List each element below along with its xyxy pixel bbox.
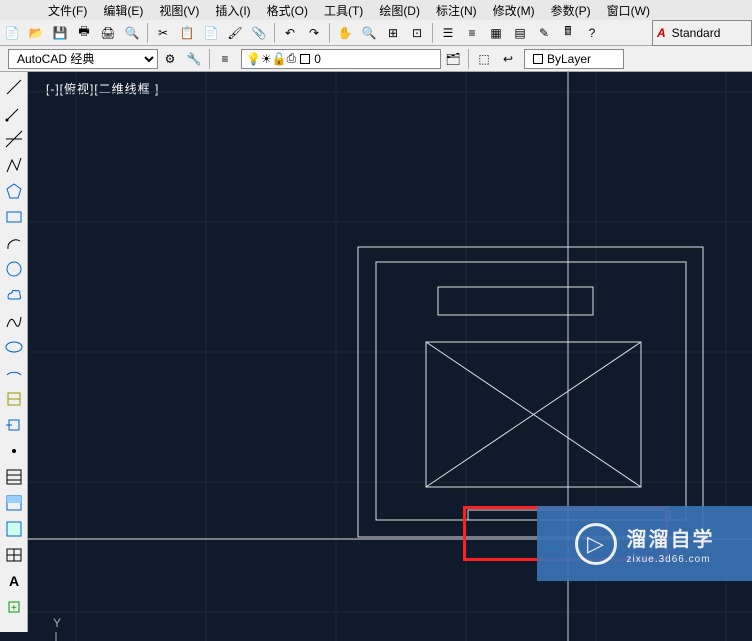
redo-icon[interactable]: ↷: [303, 22, 325, 44]
text-icon[interactable]: A: [2, 569, 26, 593]
workspace-select[interactable]: AutoCAD 经典: [8, 49, 158, 69]
rectangle-icon[interactable]: [2, 205, 26, 229]
svg-text:A: A: [9, 573, 19, 589]
zoomwin-icon[interactable]: ⊞: [382, 22, 404, 44]
sheet-icon[interactable]: ▤: [509, 22, 531, 44]
menu-edit[interactable]: 编辑(E): [95, 0, 151, 21]
copy-icon[interactable]: 📋: [176, 22, 198, 44]
polygon-icon[interactable]: [2, 179, 26, 203]
text-style-panel: A Standard: [652, 20, 752, 46]
menu-modify[interactable]: 修改(M): [485, 0, 543, 21]
addselect-icon[interactable]: +: [2, 595, 26, 619]
ellipsearc-icon[interactable]: [2, 361, 26, 385]
zoomext-icon[interactable]: ⊡: [406, 22, 428, 44]
menu-draw[interactable]: 绘图(D): [371, 0, 428, 21]
saveas-icon[interactable]: 🖶: [73, 22, 95, 44]
layer-mgr-icon[interactable]: ≡: [214, 48, 236, 70]
layer-select[interactable]: 💡 ☀ 🔓 ⎙ 0: [241, 49, 441, 69]
layer-print-icon: ⎙: [287, 51, 297, 66]
save-icon[interactable]: 💾: [49, 22, 71, 44]
xline-icon[interactable]: [2, 127, 26, 151]
layerprev-icon[interactable]: ↩: [497, 48, 519, 70]
separator: [209, 49, 210, 69]
separator: [468, 49, 469, 69]
spline-icon[interactable]: [2, 309, 26, 333]
pan-icon[interactable]: ✋: [334, 22, 356, 44]
menu-dimension[interactable]: 标注(N): [428, 0, 485, 21]
circle-icon[interactable]: [2, 257, 26, 281]
workspace-layer-toolbar: AutoCAD 经典 ⚙ 🔧 ≡ 💡 ☀ 🔓 ⎙ 0 🗂 ⬚ ↩ ByLayer: [0, 46, 752, 72]
ellipse-icon[interactable]: [2, 335, 26, 359]
separator: [274, 23, 275, 43]
block-icon[interactable]: [2, 387, 26, 411]
region-icon[interactable]: [2, 517, 26, 541]
svg-text:Y: Y: [53, 616, 61, 630]
layer-lock-icon: 🔓: [272, 52, 287, 66]
text-style-value[interactable]: Standard: [672, 26, 721, 40]
ws-save-icon[interactable]: 🔧: [183, 48, 205, 70]
print-icon[interactable]: 🖨: [97, 22, 119, 44]
separator: [329, 23, 330, 43]
cut-icon[interactable]: ✂: [152, 22, 174, 44]
layer-name: 0: [314, 52, 321, 66]
point-icon[interactable]: [2, 439, 26, 463]
paste-icon[interactable]: 📄: [200, 22, 222, 44]
arc-icon[interactable]: [2, 231, 26, 255]
dcenter-icon[interactable]: ≡: [461, 22, 483, 44]
svg-text:+: +: [11, 603, 17, 614]
layer-bulb-icon: 💡: [246, 52, 261, 66]
separator: [147, 23, 148, 43]
clip-icon[interactable]: 📎: [248, 22, 270, 44]
menu-parametric[interactable]: 参数(P): [543, 0, 599, 21]
linetype-select[interactable]: ByLayer: [524, 49, 624, 69]
standard-toolbar: 📄 📂 💾 🖶 🖨 🔍 ✂ 📋 📄 🖌 📎 ↶ ↷ ✋ 🔍 ⊞ ⊡ ☰ ≡ ▦ …: [0, 20, 752, 46]
watermark-subtitle: zixue.3d66.com: [627, 554, 715, 565]
linetype-swatch: [533, 54, 543, 64]
layer-color-swatch: [300, 54, 310, 64]
new-icon[interactable]: 📄: [1, 22, 23, 44]
ws-icon[interactable]: ⚙: [159, 48, 181, 70]
preview-icon[interactable]: 🔍: [121, 22, 143, 44]
layer-state-icon[interactable]: 🗂: [442, 48, 464, 70]
calc-icon[interactable]: 🖩: [557, 22, 579, 44]
menu-tools[interactable]: 工具(T): [316, 0, 371, 21]
revcloud-icon[interactable]: [2, 283, 26, 307]
line-icon[interactable]: [2, 75, 26, 99]
linetype-value: ByLayer: [547, 52, 591, 66]
hatch-icon[interactable]: [2, 465, 26, 489]
menu-view[interactable]: 视图(V): [151, 0, 207, 21]
draw-toolbar: A+: [0, 72, 28, 632]
table-icon[interactable]: [2, 543, 26, 567]
match-icon[interactable]: 🖌: [224, 22, 246, 44]
polyline-icon[interactable]: [2, 153, 26, 177]
menubar: 文件(F) 编辑(E) 视图(V) 插入(I) 格式(O) 工具(T) 绘图(D…: [0, 0, 752, 20]
undo-icon[interactable]: ↶: [279, 22, 301, 44]
menu-insert[interactable]: 插入(I): [207, 0, 258, 21]
markup-icon[interactable]: ✎: [533, 22, 555, 44]
layer-sun-icon: ☀: [261, 52, 272, 66]
watermark-title: 溜溜自学: [627, 523, 715, 552]
props-icon[interactable]: ☰: [437, 22, 459, 44]
ray-icon[interactable]: [2, 101, 26, 125]
menu-window[interactable]: 窗口(W): [599, 0, 658, 21]
watermark: ▷ 溜溜自学 zixue.3d66.com: [537, 506, 752, 581]
textstyle-icon[interactable]: A: [657, 26, 666, 40]
menu-file[interactable]: 文件(F): [40, 0, 95, 21]
palette-icon[interactable]: ▦: [485, 22, 507, 44]
watermark-play-icon: ▷: [575, 523, 617, 565]
gradient-icon[interactable]: [2, 491, 26, 515]
insert-icon[interactable]: [2, 413, 26, 437]
zoom-icon[interactable]: 🔍: [358, 22, 380, 44]
help-icon[interactable]: ?: [581, 22, 603, 44]
drawing-canvas[interactable]: [-][俯视][二维线框 ] Y ▷ 溜溜自学 zixue.3d66.com: [28, 72, 752, 641]
makecurrent-icon[interactable]: ⬚: [473, 48, 495, 70]
menu-format[interactable]: 格式(O): [259, 0, 316, 21]
separator: [432, 23, 433, 43]
open-icon[interactable]: 📂: [25, 22, 47, 44]
